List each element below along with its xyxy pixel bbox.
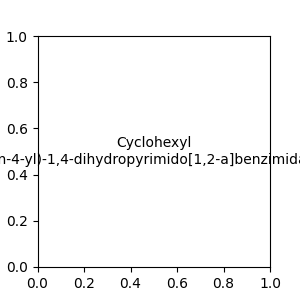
Text: Cyclohexyl 2-methyl-4-(pyridin-4-yl)-1,4-dihydropyrimido[1,2-a]benzimidazole-3-c: Cyclohexyl 2-methyl-4-(pyridin-4-yl)-1,4… [0,136,300,166]
